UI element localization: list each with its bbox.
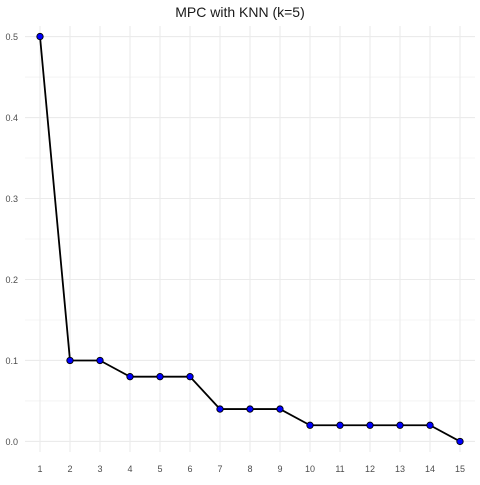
y-tick-label: 0.3 bbox=[5, 194, 18, 204]
y-tick-label: 0.5 bbox=[5, 32, 18, 42]
x-tick-label: 8 bbox=[247, 464, 252, 474]
grid-lines bbox=[25, 26, 475, 452]
data-point bbox=[66, 356, 74, 365]
x-tick-label: 10 bbox=[305, 464, 315, 474]
data-point bbox=[186, 373, 194, 381]
x-tick-label: 12 bbox=[365, 464, 375, 474]
data-point bbox=[336, 421, 344, 429]
data-point bbox=[276, 405, 284, 413]
x-tick-label: 15 bbox=[455, 464, 465, 474]
x-tick-label: 5 bbox=[157, 464, 162, 474]
x-tick-label: 7 bbox=[217, 464, 222, 474]
data-point bbox=[156, 373, 164, 381]
y-tick-label: 0.1 bbox=[5, 356, 18, 366]
data-point bbox=[306, 421, 314, 429]
x-tick-label: 6 bbox=[187, 464, 192, 474]
x-tick-label: 14 bbox=[425, 464, 435, 474]
data-point bbox=[456, 437, 464, 446]
series-points bbox=[36, 32, 464, 446]
data-point bbox=[96, 356, 104, 365]
x-axis-tick-labels: 1 2 3 4 5 6 7 8 9 10 11 12 13 14 15 bbox=[37, 464, 465, 474]
x-tick-label: 1 bbox=[37, 464, 42, 474]
data-point bbox=[126, 373, 134, 381]
data-point bbox=[426, 421, 434, 429]
x-tick-label: 3 bbox=[97, 464, 102, 474]
data-point bbox=[246, 405, 254, 413]
chart-title: MPC with KNN (k=5) bbox=[175, 4, 305, 20]
x-tick-label: 11 bbox=[335, 464, 344, 474]
data-point bbox=[36, 32, 44, 41]
y-tick-label: 0.0 bbox=[5, 437, 18, 447]
data-point bbox=[366, 421, 374, 429]
y-tick-label: 0.2 bbox=[5, 275, 18, 285]
data-point bbox=[396, 421, 404, 429]
y-axis-tick-labels: 0.0 0.1 0.2 0.3 0.4 0.5 bbox=[5, 32, 18, 447]
x-tick-label: 9 bbox=[277, 464, 282, 474]
y-tick-label: 0.4 bbox=[5, 113, 18, 123]
x-tick-label: 2 bbox=[67, 464, 72, 474]
data-point bbox=[216, 405, 224, 413]
x-tick-label: 13 bbox=[395, 464, 405, 474]
x-tick-label: 4 bbox=[127, 464, 132, 474]
